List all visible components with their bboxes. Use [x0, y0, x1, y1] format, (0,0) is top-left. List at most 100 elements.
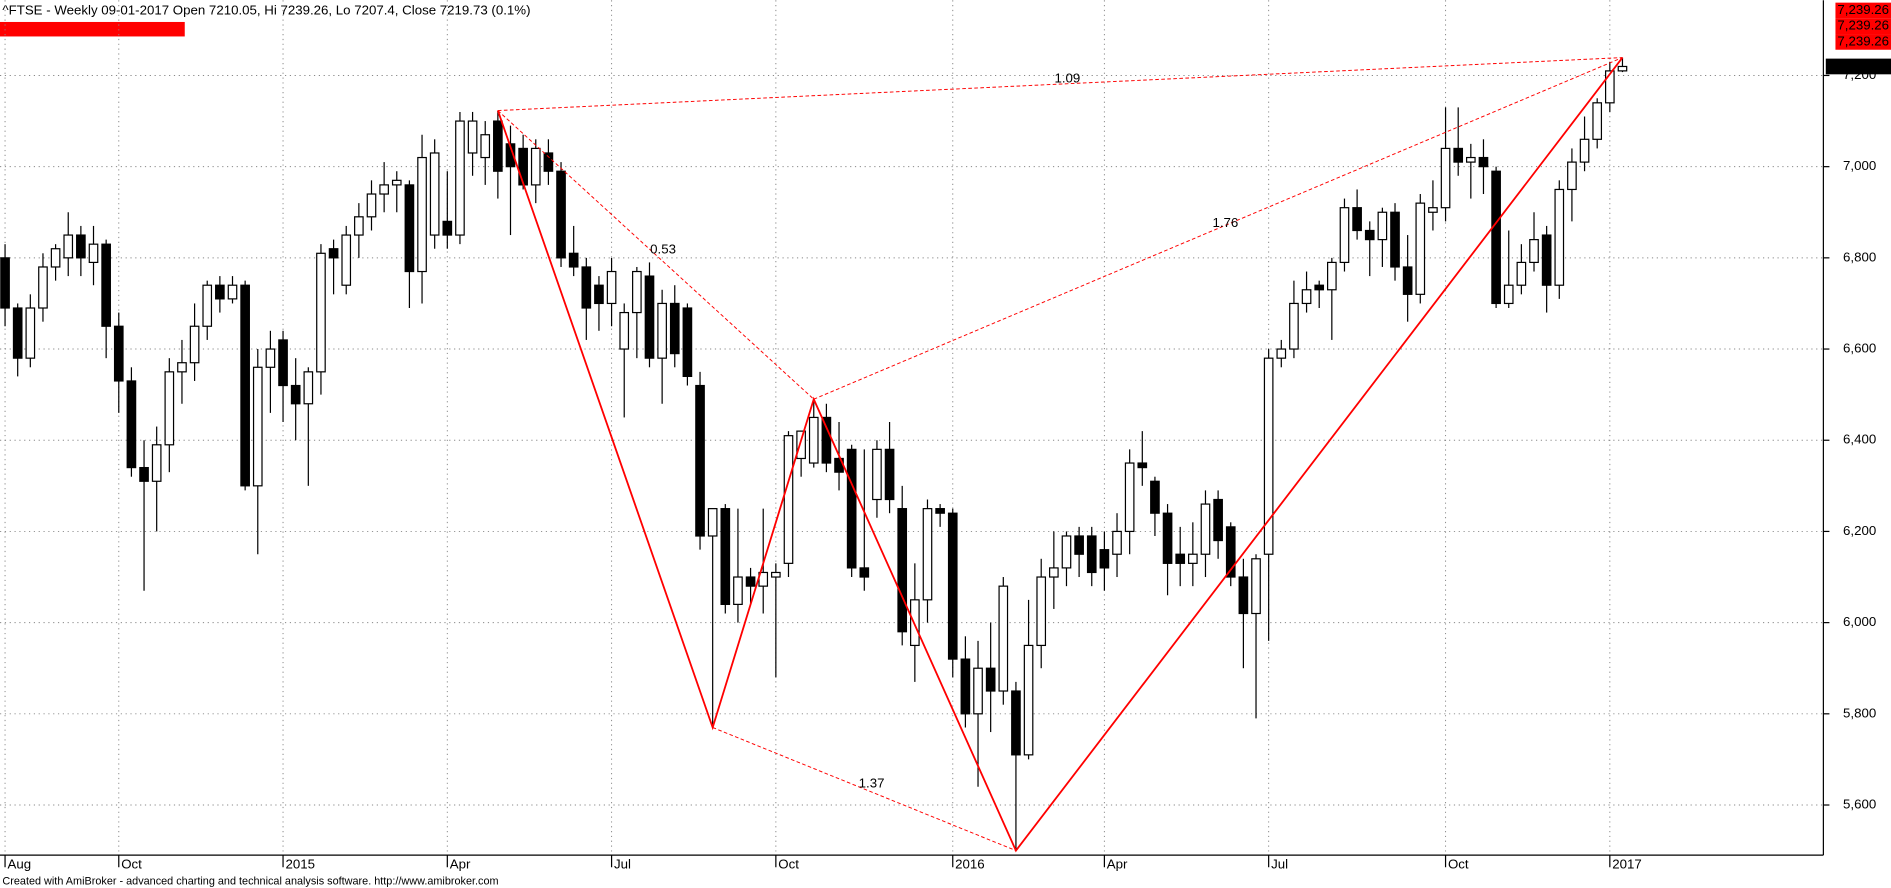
candle-body — [644, 275, 655, 359]
candle-body — [303, 371, 314, 405]
candle-body — [1150, 480, 1160, 514]
candle-body — [632, 270, 642, 314]
x-tick-label: 2017 — [1612, 856, 1642, 871]
candle-body — [391, 179, 402, 186]
candle-body — [1491, 170, 1501, 305]
candle-body — [328, 248, 339, 259]
candle-body — [922, 508, 933, 601]
candle-body — [568, 252, 579, 268]
candle-body — [1352, 207, 1362, 232]
candle-body — [1011, 690, 1021, 756]
candle-body — [1263, 357, 1274, 555]
candle-body — [745, 576, 756, 587]
candle-body — [1415, 202, 1426, 295]
candle-body — [1516, 261, 1527, 286]
candle-body — [733, 576, 743, 605]
candle-body — [252, 366, 263, 487]
candle-body — [1567, 161, 1577, 191]
candle-body — [530, 147, 541, 186]
x-tick-label: Oct — [121, 856, 142, 871]
candle-body — [594, 284, 604, 305]
candle-body — [518, 147, 528, 186]
candle-body — [1579, 138, 1590, 163]
x-tick-label: 2015 — [285, 856, 315, 871]
candle-body — [1554, 188, 1565, 286]
candle-body — [1529, 239, 1539, 264]
candle-body — [682, 307, 693, 378]
candle-body — [177, 362, 187, 373]
candle-body — [960, 658, 971, 715]
candle-body — [101, 243, 111, 327]
candle-body — [998, 585, 1009, 692]
candle-body — [581, 266, 592, 309]
candle-body — [1402, 266, 1413, 295]
candle-body — [1225, 526, 1236, 578]
candle-body — [821, 416, 832, 464]
candle-body — [872, 448, 882, 501]
candle-body — [707, 508, 718, 537]
candle-body — [25, 307, 36, 359]
candle-body — [12, 307, 23, 359]
price-label-box — [1835, 2, 1891, 19]
candle-body — [1251, 558, 1261, 615]
pattern-line — [497, 57, 1624, 853]
candle-body — [1061, 535, 1072, 569]
candle-body — [417, 156, 427, 273]
price-label: 7,239.26 — [1837, 18, 1889, 33]
candle-body — [1099, 549, 1110, 569]
candle-body — [265, 348, 276, 368]
y-tick-label: 7,000 — [1843, 158, 1876, 173]
y-tick-label: 6,800 — [1843, 249, 1876, 264]
candle-body — [947, 512, 958, 660]
candle-body — [1162, 512, 1173, 564]
candle-body — [1112, 530, 1122, 555]
candle-body — [771, 571, 781, 578]
candle-body — [556, 170, 566, 259]
candle-body — [63, 234, 74, 259]
candle-body — [720, 508, 731, 605]
candle-body — [0, 257, 10, 309]
title-bar — [0, 21, 185, 37]
price-label-box — [1835, 34, 1891, 50]
candle-body — [38, 266, 48, 309]
candle-body — [1049, 567, 1059, 578]
candle-body — [1086, 535, 1097, 574]
candle-body — [1074, 535, 1084, 555]
candle-body — [202, 284, 213, 327]
candle-body — [669, 302, 680, 355]
candle-body — [1440, 147, 1451, 209]
candle-body — [1428, 207, 1438, 213]
candle-body — [354, 216, 364, 236]
candle-body — [455, 120, 465, 236]
candle-body — [113, 325, 124, 382]
candle-body — [76, 234, 86, 259]
y-tick-label: 6,200 — [1843, 523, 1876, 538]
candle-body — [1478, 156, 1489, 168]
candle-body — [695, 384, 705, 537]
candle-body — [973, 667, 983, 715]
candle-body — [1200, 503, 1211, 555]
price-label: 7,239.26 — [1837, 33, 1889, 48]
candle-body — [1466, 156, 1476, 163]
candle-body — [1377, 211, 1388, 241]
candle-body — [215, 284, 225, 300]
candle-body — [442, 220, 453, 236]
candle-body — [240, 284, 250, 487]
pattern-dashed-line — [712, 727, 1017, 852]
candle-body — [1541, 234, 1552, 286]
candle-body — [606, 270, 617, 305]
price-label-box — [1825, 58, 1891, 75]
pattern-ratio-label: 1.76 — [1212, 215, 1238, 230]
candle-body — [50, 248, 61, 268]
candle-body — [227, 284, 238, 300]
chart-title: ^FTSE - Weekly 09-01-2017 Open 7210.05, … — [2, 3, 530, 18]
candle-body — [151, 444, 162, 482]
candle-body — [366, 193, 377, 218]
candle-body — [467, 120, 478, 154]
candle-body — [1213, 498, 1223, 542]
price-label-box — [1835, 18, 1891, 35]
x-tick-label: 2016 — [955, 856, 985, 871]
candle-body — [910, 599, 920, 647]
